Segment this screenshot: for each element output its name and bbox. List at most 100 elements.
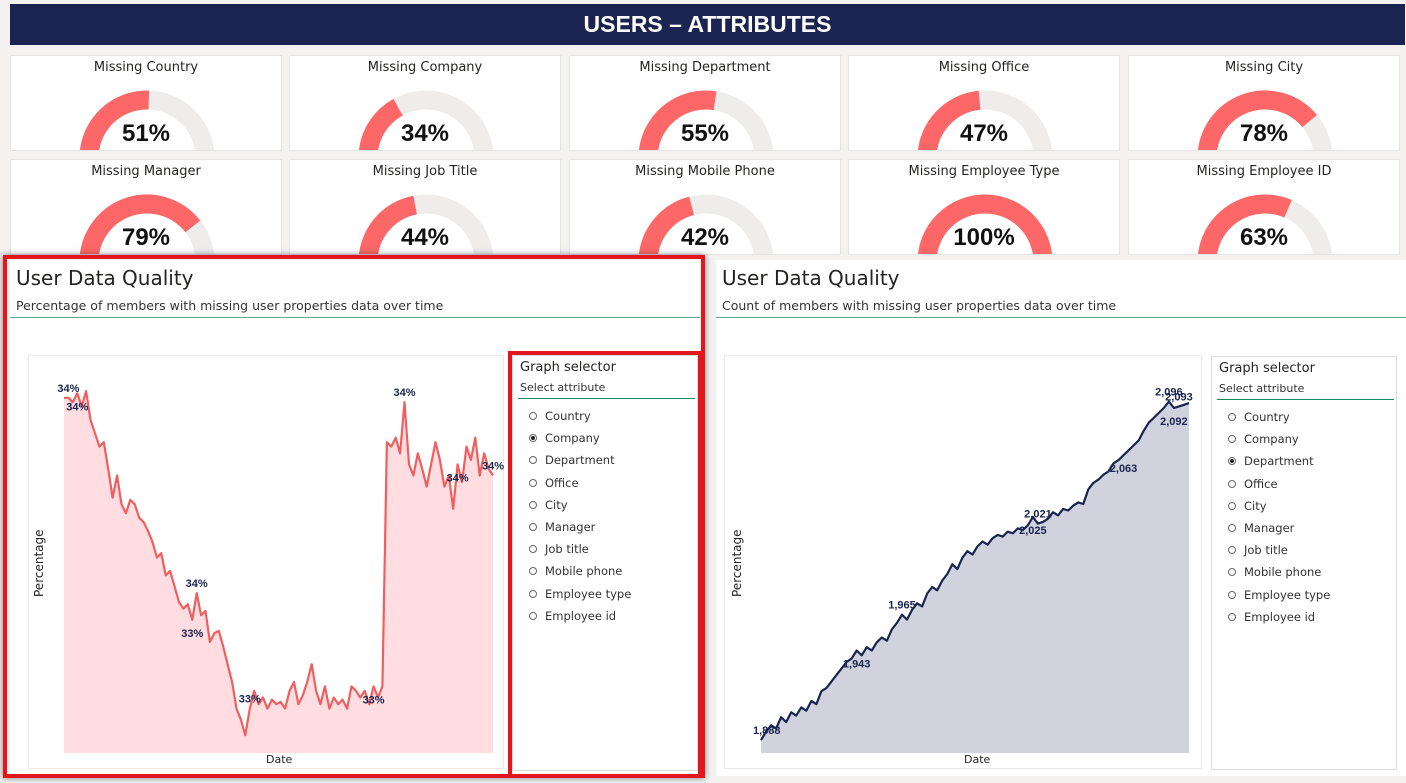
radio-label: Manager (545, 520, 596, 534)
radio-button[interactable] (529, 500, 537, 509)
radio-option-country[interactable]: Country (529, 409, 591, 423)
radio-option-manager[interactable]: Manager (529, 520, 595, 534)
data-label: 33% (363, 694, 385, 706)
radio-button[interactable] (1228, 612, 1236, 621)
right-y-axis-label: Percentage (730, 529, 744, 597)
right-panel-divider (716, 317, 1406, 318)
series-line (64, 390, 494, 737)
data-label: 33% (239, 694, 261, 706)
data-label: 1,888 (753, 725, 781, 737)
radio-button[interactable] (1228, 524, 1236, 532)
radio-label: Country (545, 409, 591, 423)
radio-option-mobile-phone[interactable]: Mobile phone (1228, 565, 1321, 579)
radio-button[interactable] (529, 611, 537, 620)
kpi-card: Missing City 78% (1128, 55, 1400, 151)
kpi-value: 63% (1239, 224, 1289, 251)
radio-button[interactable] (1228, 457, 1236, 466)
kpi-label: Missing City (1224, 60, 1304, 75)
radio-button[interactable] (529, 456, 537, 465)
radio-option-office[interactable]: Office (529, 476, 579, 490)
kpi-card: Missing Country 51% (10, 55, 282, 151)
radio-button[interactable] (529, 523, 537, 531)
radio-option-employee-id[interactable]: Employee id (1228, 610, 1315, 624)
left-panel-title: User Data Quality (16, 266, 194, 290)
data-label: 2,021 (1024, 509, 1052, 521)
right-x-axis-label: Date (964, 753, 991, 766)
radio-option-employee-type[interactable]: Employee type (529, 587, 631, 601)
radio-button[interactable] (529, 478, 537, 487)
data-label: 34% (447, 472, 469, 484)
data-label: 33% (181, 628, 203, 640)
kpi-label: Missing Country (93, 60, 199, 75)
gauge-fill (1198, 194, 1292, 254)
highlight-box-left-panel (3, 255, 705, 778)
radio-button[interactable] (529, 434, 537, 443)
data-label: 2,096 (1155, 387, 1183, 399)
gauge-fill (359, 98, 404, 150)
radio-button[interactable] (1228, 501, 1236, 510)
gauge-chart (358, 194, 494, 254)
radio-label: Company (1244, 432, 1299, 447)
right-panel-title: User Data Quality (722, 266, 900, 290)
data-label: 34% (57, 383, 79, 395)
radio-button[interactable] (1228, 546, 1236, 555)
page-banner: USERS – ATTRIBUTES (10, 4, 1405, 45)
radio-option-job-title[interactable]: Job title (529, 542, 589, 556)
gauge-chart (1197, 90, 1333, 150)
kpi-label: Missing Department (639, 60, 771, 75)
right-selector-subtitle: Select attribute (1219, 382, 1305, 395)
left-x-axis-label: Date (266, 753, 293, 766)
radio-label: Job title (1244, 543, 1288, 558)
radio-label: Mobile phone (545, 564, 623, 579)
radio-label: Office (1244, 476, 1278, 491)
gauge-chart (638, 90, 774, 150)
radio-option-department[interactable]: Department (1228, 454, 1314, 468)
series-line (760, 400, 1190, 741)
gauge-chart (358, 90, 494, 150)
data-label: 1,943 (843, 658, 871, 670)
kpi-value: 79% (121, 224, 171, 251)
left-selector-subtitle: Select attribute (520, 381, 606, 394)
kpi-card: Missing Job Title 44% (289, 159, 561, 255)
kpi-card: Missing Department 55% (569, 55, 841, 151)
radio-option-department[interactable]: Department (529, 453, 615, 467)
gauge-fill (917, 194, 1053, 254)
radio-button[interactable] (529, 412, 537, 420)
radio-button[interactable] (1228, 590, 1236, 599)
radio-label: Office (545, 475, 579, 490)
kpi-value: 44% (400, 224, 450, 251)
radio-option-city[interactable]: City (1228, 499, 1267, 513)
data-label: 1,965 (888, 600, 916, 612)
radio-label: Job title (545, 542, 589, 557)
data-label: 34% (186, 578, 208, 590)
radio-option-company[interactable]: Company (1228, 432, 1299, 446)
radio-button[interactable] (1228, 568, 1236, 577)
gauge-chart (79, 194, 215, 254)
gauge-fill (79, 194, 201, 254)
radio-option-office[interactable]: Office (1228, 477, 1278, 491)
kpi-label: Missing Mobile Phone (635, 164, 775, 179)
radio-button[interactable] (529, 589, 537, 598)
radio-button[interactable] (529, 567, 537, 576)
kpi-card: Missing Office 47% (848, 55, 1120, 151)
radio-option-country[interactable]: Country (1228, 410, 1290, 424)
radio-option-mobile-phone[interactable]: Mobile phone (529, 564, 622, 578)
radio-button[interactable] (529, 545, 537, 554)
kpi-card: Missing Company 34% (289, 55, 561, 151)
radio-option-employee-type[interactable]: Employee type (1228, 588, 1330, 602)
radio-button[interactable] (1228, 413, 1236, 421)
radio-option-employee-id[interactable]: Employee id (529, 609, 616, 623)
radio-option-company[interactable]: Company (529, 431, 600, 445)
kpi-card: Missing Manager 79% (10, 159, 282, 255)
radio-option-job-title[interactable]: Job title (1228, 543, 1288, 557)
gauge-fill (359, 195, 418, 254)
left-selector-divider (518, 398, 695, 399)
kpi-label: Missing Company (367, 60, 483, 75)
kpi-value: 51% (121, 120, 171, 147)
right-selector-divider (1217, 399, 1394, 400)
radio-option-manager[interactable]: Manager (1228, 521, 1294, 535)
gauge-fill (918, 90, 981, 150)
radio-option-city[interactable]: City (529, 498, 568, 512)
radio-button[interactable] (1228, 479, 1236, 488)
radio-button[interactable] (1228, 435, 1236, 444)
